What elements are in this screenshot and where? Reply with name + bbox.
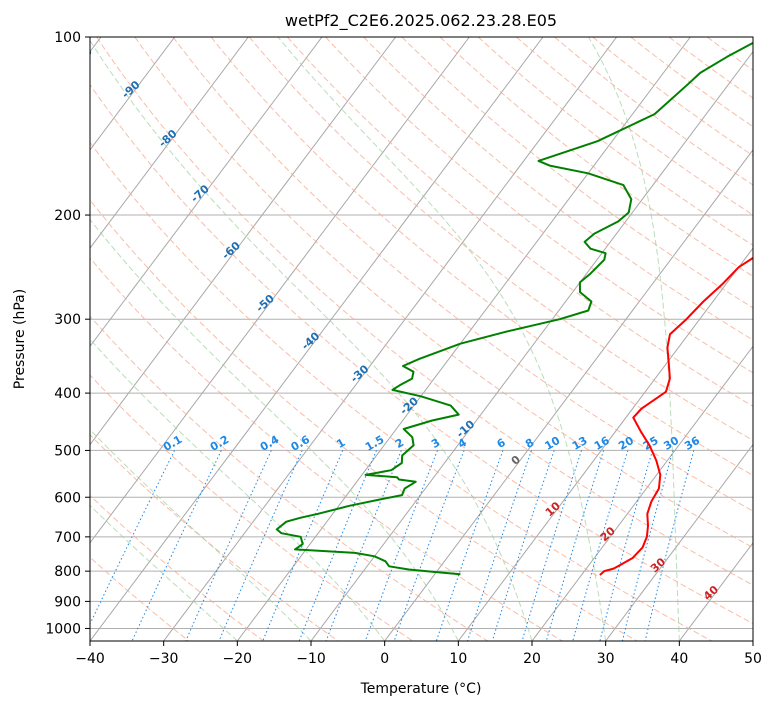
chart-title: wetPf2_C2E6.2025.062.23.28.E05 <box>285 11 557 31</box>
moist-adiabat-line <box>90 338 386 641</box>
y-tick-label: 1000 <box>45 621 81 637</box>
x-tick-label: 30 <box>597 651 615 667</box>
isotherm-line <box>90 37 397 446</box>
y-tick-label: 600 <box>54 490 81 506</box>
x-tick-label: −10 <box>296 651 326 667</box>
y-tick-label: 800 <box>54 564 81 580</box>
dry-adiabat-line <box>554 37 753 186</box>
dry-adiabat-line <box>172 37 753 512</box>
x-axis-label: Temperature (°C) <box>360 681 482 697</box>
dry-adiabat-line <box>134 37 753 549</box>
dry-adiabat-line <box>90 141 712 641</box>
dry-adiabat-line <box>248 37 753 442</box>
moist-adiabat-line <box>90 429 312 641</box>
mixing-ratio-line <box>644 450 695 641</box>
mixing-ratio-lines <box>90 450 695 641</box>
moist-adiabat-line <box>588 37 680 641</box>
isotherm-line <box>457 247 753 641</box>
mixing-ratio-line <box>572 450 629 641</box>
y-tick-label: 700 <box>54 530 81 546</box>
mixing-ratio-line <box>491 450 555 641</box>
isotherm-line <box>605 443 753 641</box>
y-tick-label: 300 <box>54 312 81 328</box>
mixing-ratio-line <box>467 450 532 641</box>
isotherm-line <box>90 37 176 151</box>
mixing-ratio-line <box>90 450 175 625</box>
plot-frame <box>89 36 754 642</box>
isotherm-line <box>90 37 323 348</box>
y-tick-label: 400 <box>54 386 81 402</box>
x-tick-label: 10 <box>449 651 467 667</box>
x-axis-ticks: −40 −30 −20 −10 0 10 20 30 40 50 <box>75 641 762 667</box>
mixing-ratio-line <box>131 450 222 641</box>
dry-adiabat-line <box>287 37 753 407</box>
y-axis-label: Pressure (hPa) <box>12 289 28 389</box>
isotherm-line <box>531 345 753 641</box>
x-tick-label: 40 <box>670 651 688 667</box>
mixing-ratio-line <box>393 450 465 641</box>
dry-adiabat-line <box>477 37 753 246</box>
x-tick-label: 20 <box>523 651 541 667</box>
mixing-ratio-line <box>621 450 674 641</box>
isotherm-line <box>90 37 470 544</box>
y-tick-label: 200 <box>54 208 81 224</box>
isotherm-line <box>90 37 249 249</box>
moist-adiabats <box>90 37 753 641</box>
x-tick-label: 0 <box>380 651 389 667</box>
x-tick-label: 50 <box>744 651 762 667</box>
skewed-isotherms <box>90 37 753 641</box>
dry-adiabat-line <box>210 37 753 476</box>
isotherm-line <box>90 37 544 641</box>
dry-adiabat-line <box>325 37 753 374</box>
mixing-ratio-line <box>435 450 504 641</box>
isotherm-line <box>236 37 691 641</box>
moist-adiabat-line <box>90 218 459 641</box>
pressure-gridlines <box>90 37 753 629</box>
dry-adiabat-line <box>439 37 753 277</box>
dry-adiabat-line <box>90 83 753 625</box>
y-axis-ticks: 100 200 300 400 500 600 700 800 900 1000 <box>45 30 90 637</box>
mixing-ratio-line <box>218 450 303 641</box>
sounding-profiles <box>275 41 753 576</box>
isotherm-line <box>163 37 618 641</box>
y-tick-label: 900 <box>54 594 81 610</box>
temperature-profile-line <box>599 256 753 576</box>
isotherm-line <box>384 149 753 641</box>
dewpoint-profile-line <box>275 41 753 576</box>
x-tick-label: −40 <box>75 651 105 667</box>
dry-adiabat-line <box>90 374 414 641</box>
dry-adiabat-line <box>96 37 753 586</box>
mixing-ratio-line <box>545 450 605 641</box>
mixing-ratio-line <box>521 450 582 641</box>
dry-adiabat-line <box>592 37 753 157</box>
dry-adiabat-line <box>363 37 753 341</box>
mixing-ratio-line <box>599 450 654 641</box>
mixing-ratio-line <box>262 450 344 641</box>
x-tick-label: −30 <box>149 651 179 667</box>
x-tick-label: −20 <box>223 651 253 667</box>
y-tick-label: 500 <box>54 443 81 459</box>
mixing-ratio-line <box>185 450 272 641</box>
mixing-ratio-labels: 0.1 0.2 0.4 0.6 1 1.5 2 3 4 6 8 10 13 16 20 25 30 36 <box>161 433 702 454</box>
y-tick-label: 100 <box>54 30 81 46</box>
moist-adiabat-line <box>277 37 607 641</box>
